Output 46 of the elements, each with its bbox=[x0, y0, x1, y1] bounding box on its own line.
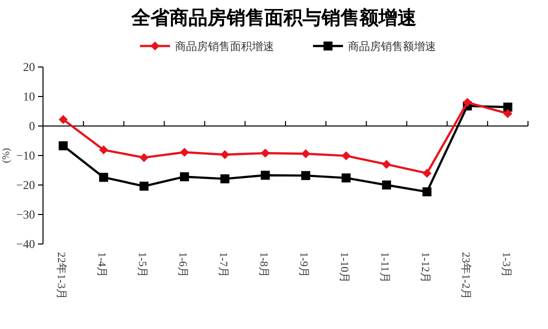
y-tick-label: 0 bbox=[29, 119, 35, 133]
point bbox=[58, 115, 68, 124]
point bbox=[140, 182, 149, 191]
x-tick-label: 1-12月 bbox=[418, 252, 431, 284]
point bbox=[342, 151, 351, 160]
point bbox=[260, 148, 270, 158]
x-tick-label: 1-9月 bbox=[298, 252, 310, 278]
y-axis-title: (%) bbox=[1, 148, 12, 163]
point bbox=[301, 149, 310, 158]
x-tick-label: 1-4月 bbox=[96, 252, 108, 278]
point bbox=[220, 150, 230, 160]
y-tick-label: −40 bbox=[16, 237, 35, 251]
y-tick-label: −10 bbox=[16, 148, 35, 162]
point bbox=[462, 98, 472, 107]
chart-title: 全省商品房销售面积与销售额增速 bbox=[130, 7, 416, 29]
point bbox=[342, 173, 351, 182]
point bbox=[382, 160, 392, 169]
x-tick-label: 1-6月 bbox=[176, 252, 188, 278]
x-tick-label: 1-10月 bbox=[338, 252, 350, 284]
point bbox=[260, 170, 270, 180]
point bbox=[99, 172, 108, 182]
point bbox=[382, 180, 392, 190]
point bbox=[503, 109, 512, 118]
x-tick-label: 1-7月 bbox=[216, 252, 229, 278]
x-tick-label: 1-3月 bbox=[500, 252, 512, 278]
x-tick-label: 22年1-3月 bbox=[55, 252, 68, 300]
x-tick-label: 23年1-2月 bbox=[459, 252, 472, 300]
legend-label: 商品房销售面积增速 bbox=[175, 40, 274, 53]
point bbox=[503, 102, 512, 112]
y-tick-label: −20 bbox=[16, 178, 35, 192]
point bbox=[140, 153, 149, 162]
y-tick-label: −30 bbox=[16, 208, 35, 222]
point bbox=[180, 172, 189, 182]
x-tick-label: 1-5月 bbox=[136, 252, 148, 278]
point bbox=[58, 141, 68, 150]
legend-label: 商品房销售额增速 bbox=[348, 40, 436, 53]
y-tick-label: 20 bbox=[23, 60, 35, 74]
point bbox=[99, 145, 108, 154]
point bbox=[422, 187, 432, 196]
x-tick-label: 1-11月 bbox=[378, 252, 391, 283]
y-tick-label: 10 bbox=[23, 90, 35, 104]
point bbox=[301, 171, 310, 180]
x-tick-label: 1-8月 bbox=[257, 252, 270, 278]
point bbox=[422, 168, 432, 178]
point bbox=[180, 148, 189, 157]
point bbox=[220, 174, 230, 184]
